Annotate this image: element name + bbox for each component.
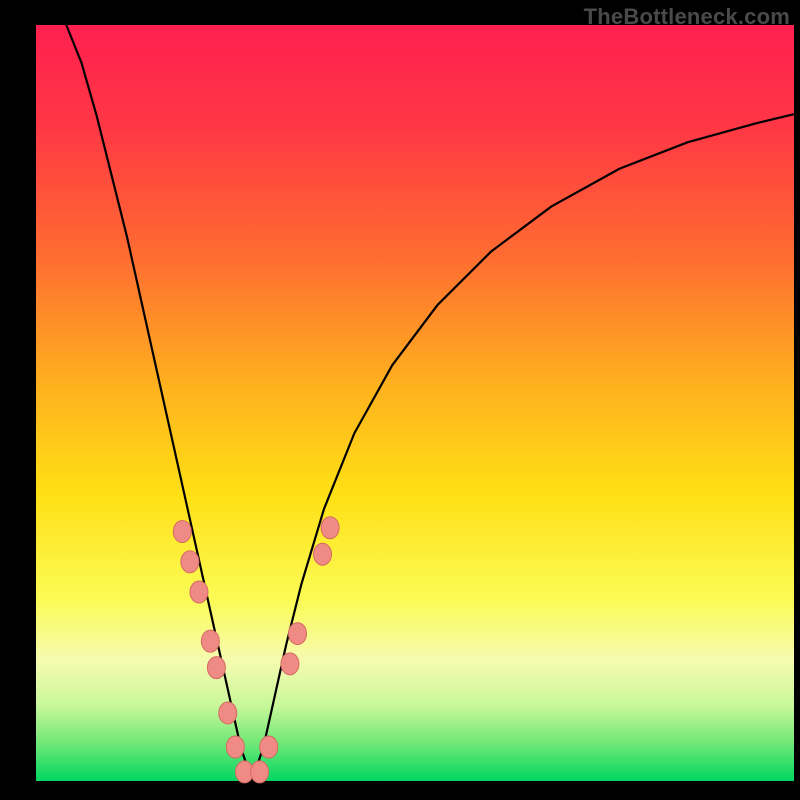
curve-marker (226, 736, 244, 758)
curve-marker (219, 702, 237, 724)
chart-stage: TheBottleneck.com (0, 0, 800, 800)
curve-marker (181, 551, 199, 573)
chart-svg (0, 0, 800, 800)
curve-marker (201, 630, 219, 652)
curve-marker (207, 657, 225, 679)
curve-marker (321, 517, 339, 539)
curve-marker (251, 761, 269, 783)
curve-marker (281, 653, 299, 675)
curve-marker (173, 521, 191, 543)
watermark-text: TheBottleneck.com (584, 4, 790, 30)
plot-gradient-background (36, 25, 794, 781)
curve-marker (190, 581, 208, 603)
curve-marker (260, 736, 278, 758)
curve-marker (314, 543, 332, 565)
curve-marker (289, 623, 307, 645)
